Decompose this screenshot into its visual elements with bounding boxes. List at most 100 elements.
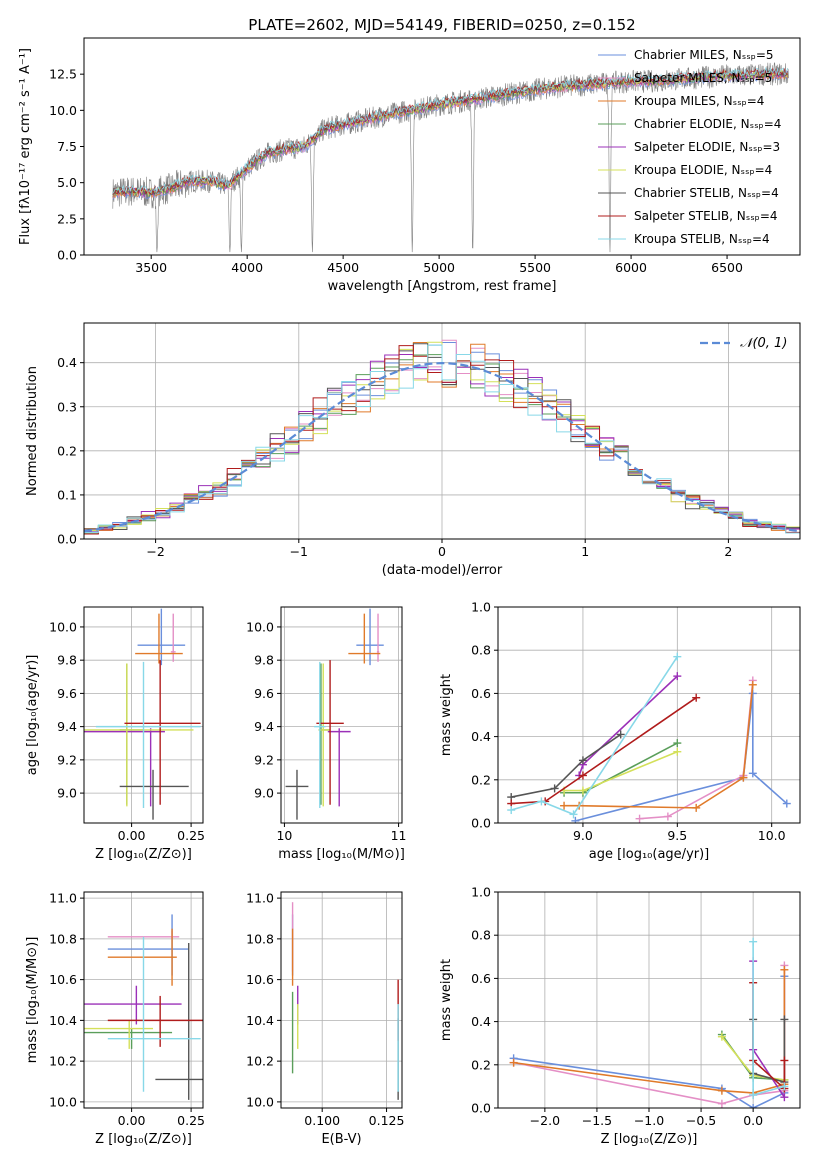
y-tick-label: 1.0: [471, 885, 491, 900]
errorbar-point: [84, 728, 165, 807]
y-tick-label: 0.8: [471, 928, 491, 943]
legend-entry: Kroupa STELIB, Nₛₛₚ=4: [634, 232, 770, 246]
x-tick-label: 0.00: [118, 828, 146, 843]
plus-marker: [578, 771, 587, 780]
x-tick-label: 0.100: [304, 1113, 340, 1128]
legend-entry: Salpeter ELODIE, Nₛₛₚ=3: [634, 140, 780, 154]
series-line: [511, 697, 697, 805]
y-tick-label: 10.6: [49, 972, 77, 987]
legend-entry: Chabrier MILES, Nₛₛₚ=5: [634, 48, 774, 62]
errorbar-point: [119, 769, 189, 820]
plus-marker: [717, 1032, 726, 1041]
spectrum-panel: [112, 62, 789, 253]
y-tick-label: 9.0: [57, 786, 77, 801]
errorbar-point: [170, 613, 176, 662]
residuals-panel: [84, 323, 800, 540]
plus-marker: [578, 756, 587, 765]
plus-marker: [748, 680, 757, 689]
y-tick-label: 9.4: [57, 719, 77, 734]
plus-marker: [717, 1099, 726, 1108]
plus-marker: [717, 1086, 726, 1095]
plus-marker: [635, 814, 644, 823]
mass-weight-vs-age-plot-area: [507, 652, 791, 823]
series-line: [564, 684, 754, 809]
y-tick-label: 7.5: [57, 139, 77, 154]
errorbar-point: [95, 661, 201, 809]
age-vs-mass-panel: [281, 607, 402, 823]
plus-marker: [739, 773, 748, 782]
age-vs-Z-panel: [84, 607, 203, 823]
axes-frame: [83, 891, 204, 1109]
mass-weight-vs-Z-panel: [498, 891, 800, 1109]
plus-marker: [673, 747, 682, 756]
y-axis-label: age [log₁₀(age/yr)]: [25, 655, 40, 776]
errorbar-point: [318, 663, 331, 807]
y-tick-label: 9.8: [57, 653, 77, 668]
series-line: [510, 656, 678, 816]
normal-curve: [84, 362, 800, 533]
x-tick-label: −2.0: [530, 1113, 560, 1128]
x-tick-label: 0.125: [369, 1113, 405, 1128]
errorbar-point: [84, 1020, 154, 1049]
y-axis-label: mass weight: [439, 959, 454, 1041]
plus-marker: [673, 672, 682, 681]
legend-entry: Kroupa ELODIE, Nₛₛₚ=4: [634, 163, 772, 177]
errorbar-point: [285, 769, 309, 820]
axes-frame: [497, 606, 801, 824]
legend: 𝒩(0, 1): [700, 336, 787, 351]
x-axis-label: age [log₁₀(age/yr)]: [589, 847, 710, 862]
y-tick-label: 2.5: [57, 211, 77, 226]
series-line: [578, 675, 678, 776]
plus-marker: [748, 769, 757, 778]
y-tick-label: 10.8: [246, 931, 274, 946]
chart-title: PLATE=2602, MJD=54149, FIBERID=0250, z=0…: [248, 16, 635, 34]
y-tick-label: 0.1: [57, 487, 77, 502]
mass-vs-Z-panel: [84, 892, 203, 1108]
errorbar-point: [376, 613, 380, 662]
legend-entry: Chabrier ELODIE, Nₛₛₚ=4: [634, 117, 781, 131]
residuals-plot-area: [84, 339, 800, 539]
y-tick-label: 0.0: [57, 532, 77, 547]
y-tick-label: 9.2: [254, 752, 274, 767]
y-tick-label: 9.6: [254, 686, 274, 701]
y-tick-label: 5.0: [57, 175, 77, 190]
y-tick-label: 0.2: [471, 1057, 491, 1072]
plus-marker: [571, 816, 580, 823]
y-tick-label: 0.4: [471, 1014, 491, 1029]
plus-marker: [692, 803, 701, 812]
x-tick-label: 0.25: [177, 828, 205, 843]
mass-vs-ebv-panel: [281, 892, 402, 1108]
y-tick-label: 9.6: [57, 686, 77, 701]
errorbar-point: [107, 936, 201, 1092]
y-tick-label: 0.8: [471, 643, 491, 658]
series-line: [511, 733, 622, 798]
errorbar-point: [316, 660, 344, 805]
x-tick-label: 11: [391, 828, 407, 843]
plus-marker: [509, 1058, 518, 1067]
legend-entry: Salpeter STELIB, Nₛₛₚ=4: [634, 209, 778, 223]
x-tick-label: −1: [290, 544, 308, 559]
x-axis-label: Z [log₁₀(Z/Z⊙)]: [95, 847, 192, 862]
mass-weight-vs-Z-plot-area: [509, 937, 789, 1108]
x-tick-label: −1.0: [634, 1113, 664, 1128]
errorbar-point: [84, 663, 194, 807]
y-tick-label: 0.6: [471, 971, 491, 986]
x-axis-label: wavelength [Angstrom, rest frame]: [328, 279, 557, 294]
x-tick-label: 2: [724, 544, 732, 559]
errorbar-point: [137, 608, 186, 666]
y-tick-label: 10.8: [49, 931, 77, 946]
x-tick-label: 10: [276, 828, 292, 843]
x-tick-label: 10.0: [758, 828, 786, 843]
y-axis-label: mass weight: [439, 674, 454, 756]
plus-marker: [692, 693, 701, 702]
errorbar-point: [107, 914, 189, 976]
plus-marker: [780, 965, 789, 974]
errorbar-point: [124, 660, 201, 805]
plus-marker: [560, 801, 569, 810]
y-tick-label: 0.4: [471, 729, 491, 744]
y-tick-label: 1.0: [471, 600, 491, 615]
y-axis-label: Normed distribution: [25, 366, 40, 496]
x-axis-label: Z [log₁₀(Z/Z⊙)]: [95, 1132, 192, 1147]
x-tick-label: −2: [146, 544, 164, 559]
y-tick-label: 10.0: [49, 103, 77, 118]
